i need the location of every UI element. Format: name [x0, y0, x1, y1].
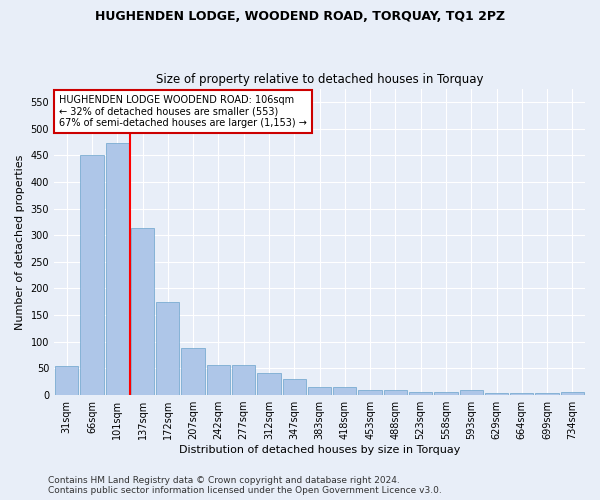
Bar [460, 390, 483, 395]
Bar [181, 348, 205, 395]
Text: HUGHENDEN LODGE WOODEND ROAD: 106sqm
← 32% of detached houses are smaller (553)
: HUGHENDEN LODGE WOODEND ROAD: 106sqm ← 3… [59, 94, 307, 128]
Bar [561, 392, 584, 395]
Bar [485, 393, 508, 395]
Bar [358, 390, 382, 395]
Bar [257, 373, 281, 395]
X-axis label: Distribution of detached houses by size in Torquay: Distribution of detached houses by size … [179, 445, 460, 455]
Title: Size of property relative to detached houses in Torquay: Size of property relative to detached ho… [156, 73, 483, 86]
Bar [232, 364, 256, 395]
Bar [283, 379, 306, 395]
Bar [384, 390, 407, 395]
Bar [510, 393, 533, 395]
Text: HUGHENDEN LODGE, WOODEND ROAD, TORQUAY, TQ1 2PZ: HUGHENDEN LODGE, WOODEND ROAD, TORQUAY, … [95, 10, 505, 23]
Bar [106, 144, 129, 395]
Bar [156, 302, 179, 395]
Bar [131, 228, 154, 395]
Y-axis label: Number of detached properties: Number of detached properties [15, 154, 25, 330]
Bar [333, 387, 356, 395]
Bar [207, 364, 230, 395]
Bar [535, 393, 559, 395]
Bar [434, 392, 458, 395]
Text: Contains HM Land Registry data © Crown copyright and database right 2024.
Contai: Contains HM Land Registry data © Crown c… [48, 476, 442, 495]
Bar [80, 155, 104, 395]
Bar [308, 387, 331, 395]
Bar [55, 366, 79, 395]
Bar [409, 392, 432, 395]
